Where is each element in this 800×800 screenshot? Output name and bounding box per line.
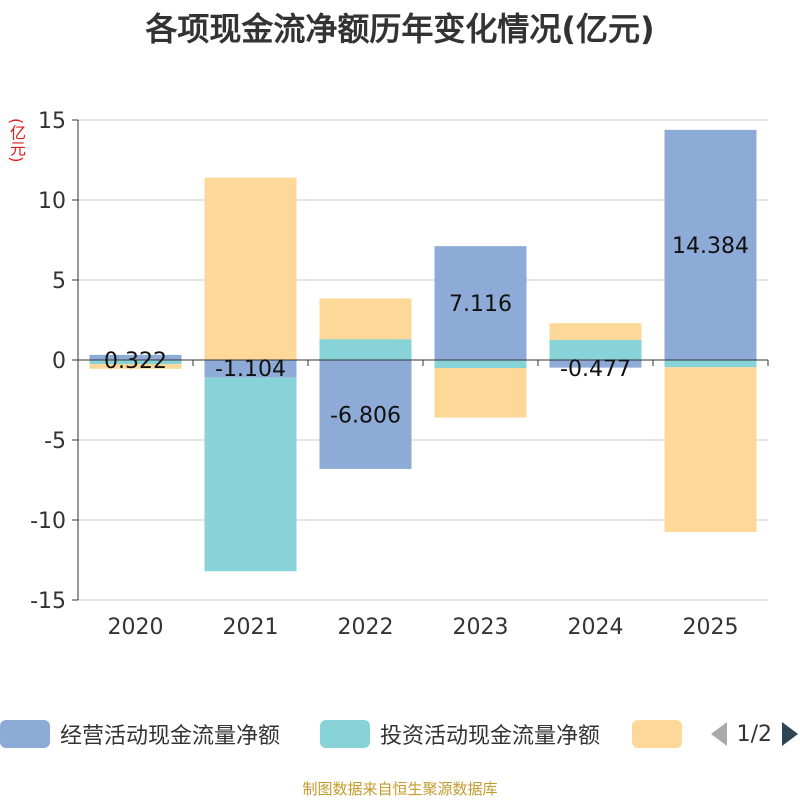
data-label: 0.322 <box>104 349 167 374</box>
bar-financing-2022 <box>319 298 412 340</box>
bar-operating-2021 <box>204 360 297 378</box>
bar-investing-2024 <box>549 340 642 360</box>
data-label: -1.104 <box>215 357 286 382</box>
legend-swatch-operating <box>0 720 50 748</box>
x-tick-label: 2024 <box>568 615 624 640</box>
bar-operating-2025 <box>664 129 757 360</box>
bar-investing-2022 <box>319 339 412 360</box>
y-tick-label: -15 <box>30 589 66 614</box>
y-tick-label: 10 <box>38 189 66 214</box>
legend: 经营活动现金流量净额 投资活动现金流量净额 1/2 <box>0 718 800 750</box>
bar-operating-2022 <box>319 360 412 469</box>
bar-investing-2020 <box>89 360 182 364</box>
bar-investing-2021 <box>204 377 297 572</box>
bar-investing-2025 <box>664 360 757 368</box>
data-source-note: 制图数据来自恒生聚源数据库 <box>302 780 498 798</box>
legend-item-financing[interactable] <box>632 718 692 750</box>
data-label: -0.477 <box>560 357 631 382</box>
bar-financing-2021 <box>204 177 297 360</box>
bar-financing-2025 <box>664 367 757 532</box>
x-tick-label: 2023 <box>453 615 509 640</box>
legend-swatch-investing <box>320 720 370 748</box>
legend-page-indicator: 1/2 <box>736 721 772 747</box>
data-label: 7.116 <box>449 292 512 317</box>
bar-financing-2020 <box>89 364 182 369</box>
x-tick-label: 2022 <box>338 615 394 640</box>
legend-item-operating[interactable]: 经营活动现金流量净额 <box>0 718 280 750</box>
bar-operating-2024 <box>549 360 642 368</box>
bar-financing-2023 <box>434 368 527 418</box>
y-tick-label: 15 <box>38 109 66 134</box>
y-axis-unit-label: (亿元) <box>7 118 26 163</box>
y-tick-label: -10 <box>30 509 66 534</box>
y-tick-label: 5 <box>52 269 66 294</box>
bar-investing-2023 <box>434 360 527 368</box>
y-tick-label: 0 <box>52 349 66 374</box>
bar-financing-2024 <box>549 323 642 340</box>
legend-item-investing[interactable]: 投资活动现金流量净额 <box>320 718 600 750</box>
legend-pager: 1/2 <box>709 718 800 750</box>
legend-label-investing: 投资活动现金流量净额 <box>380 724 601 749</box>
bar-operating-2020 <box>89 354 182 360</box>
x-tick-label: 2020 <box>108 615 164 640</box>
legend-label-operating: 经营活动现金流量净额 <box>60 724 281 749</box>
bar-chart: 15 10 5 0 -5 -10 -15 2020 2021 2022 2023 2024 2025 0.… <box>30 109 769 640</box>
data-label: 14.384 <box>672 234 749 259</box>
data-label: -6.806 <box>330 403 401 428</box>
bar-operating-2023 <box>434 246 527 360</box>
y-tick-label: -5 <box>44 429 66 454</box>
x-tick-label: 2021 <box>223 615 279 640</box>
x-tick-label: 2025 <box>683 615 739 640</box>
triangle-right-icon[interactable] <box>780 720 800 748</box>
triangle-left-icon[interactable] <box>709 720 729 748</box>
legend-swatch-financing <box>632 720 682 748</box>
chart-title: 各项现金流净额历年变化情况(亿元) <box>145 10 655 48</box>
